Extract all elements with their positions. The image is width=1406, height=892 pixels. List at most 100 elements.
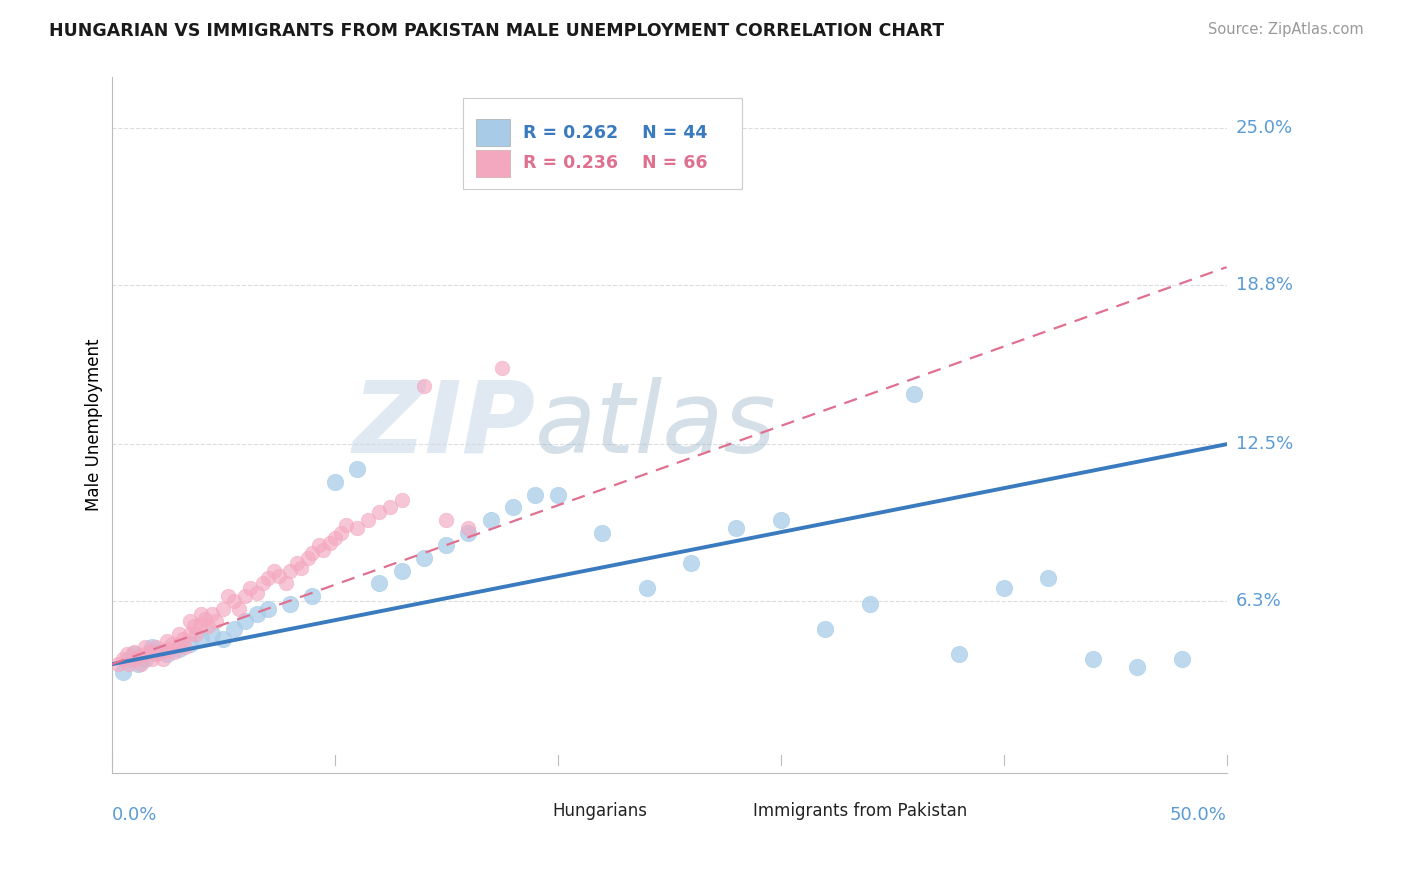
- Point: [134, 647, 156, 661]
- Point: [183, 619, 205, 633]
- Point: [224, 622, 246, 636]
- Point: [217, 589, 239, 603]
- Point: [145, 640, 167, 654]
- Point: [186, 627, 208, 641]
- Point: [111, 652, 134, 666]
- Point: [285, 556, 308, 570]
- Point: [252, 576, 274, 591]
- Point: [681, 556, 703, 570]
- Point: [346, 521, 368, 535]
- Point: [107, 657, 129, 672]
- Point: [160, 637, 183, 651]
- Point: [368, 506, 391, 520]
- Point: [434, 538, 457, 552]
- Text: 12.5%: 12.5%: [1236, 435, 1292, 453]
- Text: ZIP: ZIP: [353, 376, 536, 474]
- Y-axis label: Male Unemployment: Male Unemployment: [86, 339, 103, 511]
- Point: [346, 462, 368, 476]
- Point: [167, 627, 190, 641]
- Point: [205, 614, 228, 628]
- Point: [179, 637, 201, 651]
- Point: [156, 647, 179, 661]
- Point: [190, 616, 212, 631]
- Point: [323, 475, 346, 490]
- Point: [163, 644, 186, 658]
- Point: [245, 586, 267, 600]
- Point: [993, 582, 1015, 596]
- Text: Hungarians: Hungarians: [553, 802, 647, 821]
- Point: [122, 647, 145, 661]
- Point: [491, 361, 513, 376]
- Point: [224, 594, 246, 608]
- Point: [724, 521, 747, 535]
- Text: R = 0.262    N = 44: R = 0.262 N = 44: [523, 124, 707, 142]
- Point: [239, 582, 262, 596]
- Point: [138, 644, 160, 658]
- Point: [1171, 652, 1194, 666]
- Point: [1081, 652, 1104, 666]
- Point: [145, 647, 167, 661]
- Point: [308, 538, 330, 552]
- Point: [278, 564, 301, 578]
- Point: [174, 640, 197, 654]
- Point: [156, 634, 179, 648]
- Point: [117, 647, 139, 661]
- Point: [145, 644, 167, 658]
- Point: [547, 488, 569, 502]
- Point: [502, 500, 524, 515]
- Point: [141, 640, 163, 654]
- FancyBboxPatch shape: [519, 800, 543, 822]
- Point: [118, 657, 141, 672]
- Point: [319, 536, 342, 550]
- Text: Immigrants from Pakistan: Immigrants from Pakistan: [752, 802, 967, 821]
- Point: [235, 614, 257, 628]
- Point: [118, 652, 141, 666]
- Text: 25.0%: 25.0%: [1236, 119, 1292, 137]
- Point: [412, 379, 434, 393]
- Point: [335, 518, 357, 533]
- Point: [129, 657, 152, 672]
- Point: [301, 546, 323, 560]
- Point: [391, 492, 413, 507]
- Point: [1038, 571, 1060, 585]
- Point: [263, 564, 285, 578]
- Point: [434, 513, 457, 527]
- FancyBboxPatch shape: [477, 120, 510, 146]
- Point: [141, 652, 163, 666]
- Point: [391, 564, 413, 578]
- Point: [814, 622, 837, 636]
- Point: [948, 647, 970, 661]
- Point: [290, 561, 312, 575]
- Point: [228, 601, 250, 615]
- Point: [903, 386, 925, 401]
- Point: [330, 525, 353, 540]
- Point: [368, 576, 391, 591]
- Point: [457, 525, 479, 540]
- Point: [201, 607, 224, 621]
- Point: [149, 644, 172, 658]
- Point: [323, 531, 346, 545]
- Point: [591, 525, 613, 540]
- Point: [256, 601, 278, 615]
- Point: [190, 607, 212, 621]
- Point: [134, 640, 156, 654]
- Point: [267, 568, 290, 582]
- Text: 50.0%: 50.0%: [1170, 805, 1226, 824]
- Point: [479, 513, 502, 527]
- FancyBboxPatch shape: [720, 800, 744, 822]
- FancyBboxPatch shape: [477, 150, 510, 177]
- Point: [194, 612, 217, 626]
- Point: [179, 614, 201, 628]
- Point: [190, 632, 212, 646]
- Point: [127, 649, 149, 664]
- Point: [524, 488, 547, 502]
- Point: [380, 500, 402, 515]
- Point: [245, 607, 267, 621]
- Point: [1126, 660, 1149, 674]
- Point: [859, 597, 882, 611]
- Point: [167, 637, 190, 651]
- Point: [278, 597, 301, 611]
- Point: [636, 582, 658, 596]
- FancyBboxPatch shape: [463, 98, 741, 189]
- Point: [172, 632, 194, 646]
